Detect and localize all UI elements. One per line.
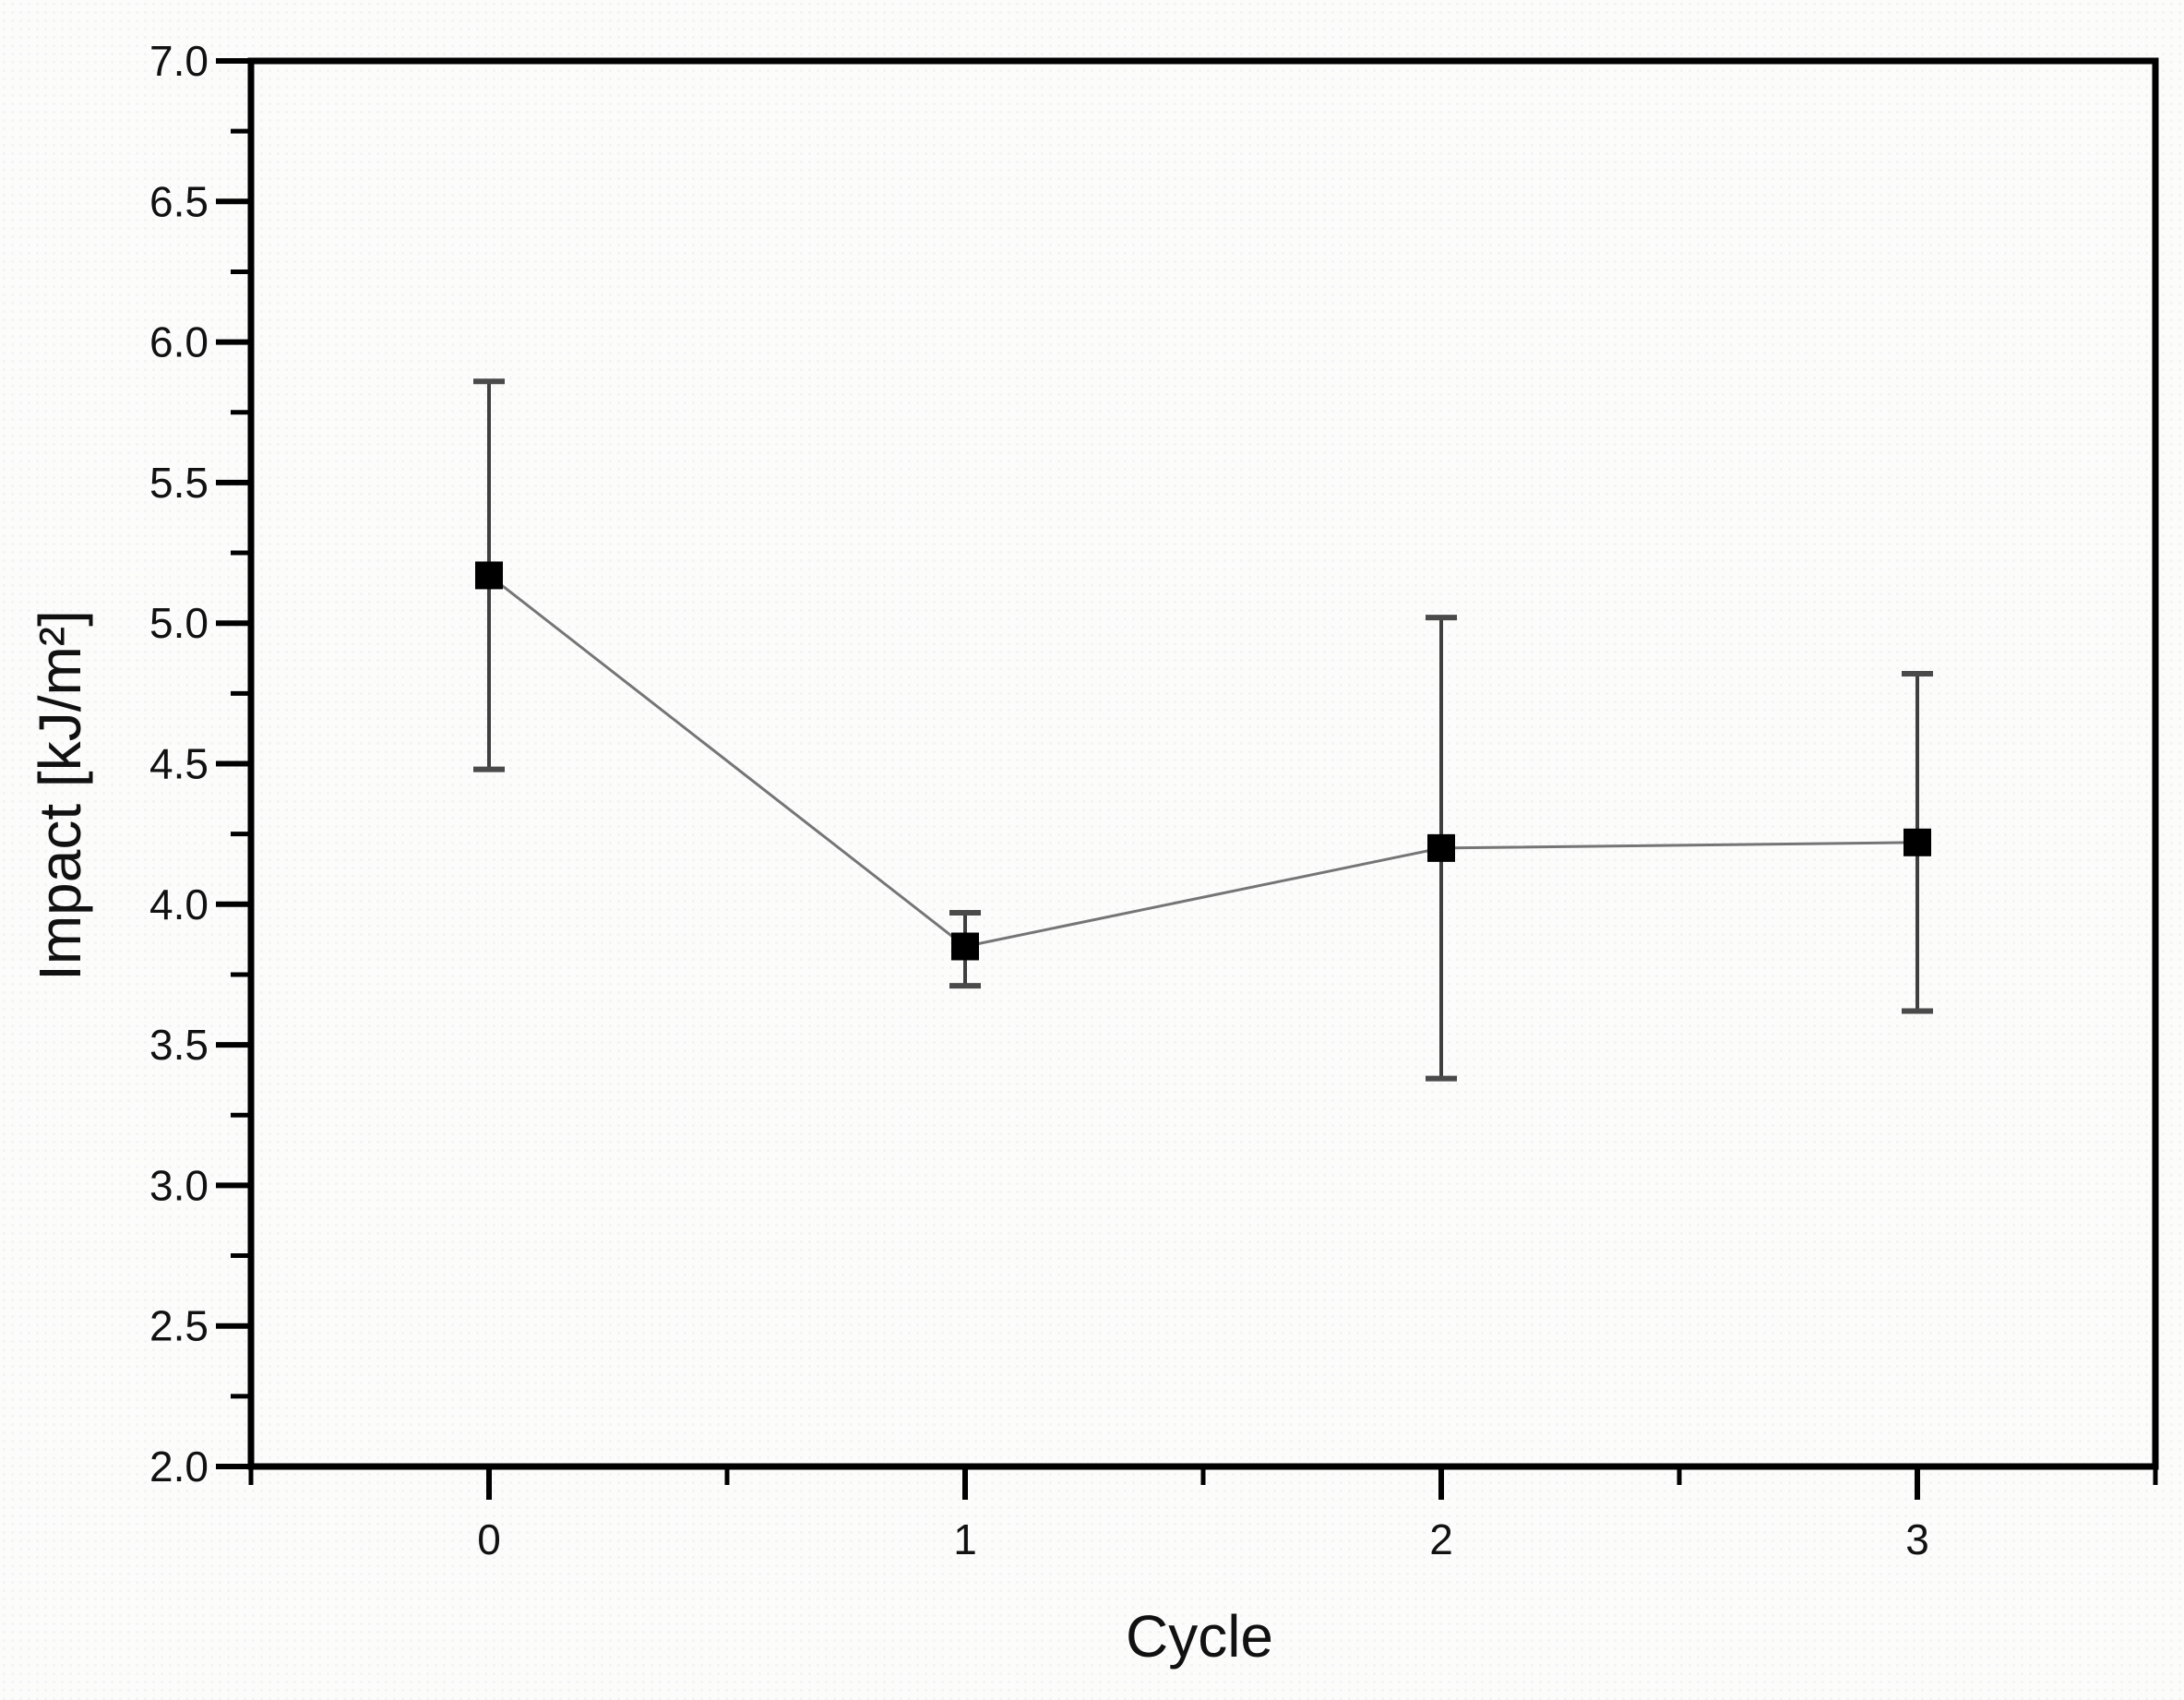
data-point-marker <box>1427 833 1455 862</box>
y-tick-label: 3.5 <box>149 1021 209 1069</box>
data-point-marker <box>951 932 979 961</box>
data-point-marker <box>1904 828 1931 856</box>
y-tick-label: 4.5 <box>149 740 209 788</box>
x-tick-label: 0 <box>477 1515 501 1563</box>
y-tick-label: 4.0 <box>149 880 209 928</box>
x-tick-label: 1 <box>953 1515 977 1563</box>
y-tick-label: 5.0 <box>149 599 209 647</box>
series-line <box>488 574 1918 949</box>
chart-root: 2.0 2.5 3.0 3.5 4.0 4.5 5.0 5.5 6.0 6.5 7.0 0 1 2 3 <box>149 37 2159 1563</box>
y-tick-label: 5.5 <box>149 459 209 507</box>
x-tick-label: 2 <box>1429 1515 1453 1563</box>
data-point-marker <box>475 561 503 590</box>
x-tick-label: 3 <box>1905 1515 1929 1563</box>
y-tick-label: 2.5 <box>149 1302 209 1350</box>
y-tick-label: 3.0 <box>149 1161 209 1209</box>
x-axis-title: Cycle <box>1126 1603 1273 1670</box>
y-tick-label: 2.0 <box>149 1443 209 1490</box>
y-axis-title: Impact [kJ/m²] <box>27 610 93 981</box>
plot-border <box>247 57 2159 1470</box>
y-tick-label: 7.0 <box>149 37 209 85</box>
y-tick-label: 6.5 <box>149 177 209 225</box>
y-tick-label: 6.0 <box>149 318 209 366</box>
